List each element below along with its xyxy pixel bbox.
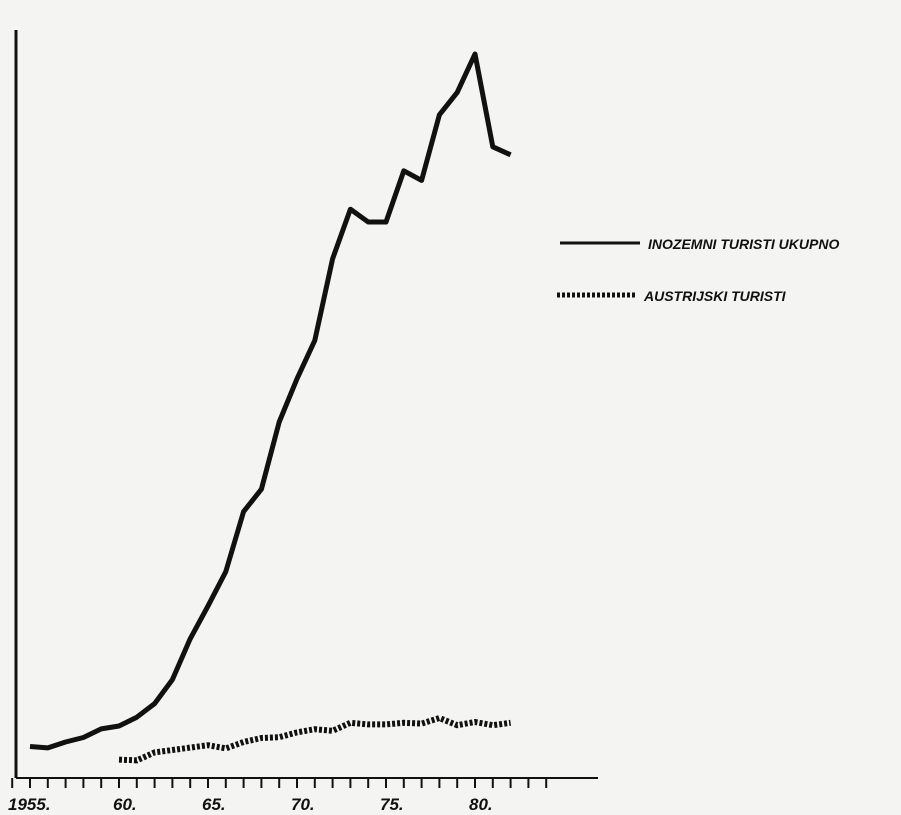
series-line-austrijski (118, 715, 512, 764)
x-tick-label: 1955. (8, 795, 51, 814)
series-layer (29, 51, 512, 764)
legend-entry-austrijski: AUSTRIJSKI TURISTI (557, 288, 787, 304)
x-tick-label: 60. (113, 795, 137, 814)
legend-label-austrijski: AUSTRIJSKI TURISTI (643, 288, 787, 304)
x-tick-label: 70. (291, 795, 315, 814)
x-tick-labels: 1955. 60. 65. 70. 75. 80. (8, 795, 493, 814)
legend: INOZEMNI TURISTI UKUPNO AUSTRIJSKI TURIS… (557, 236, 839, 304)
x-tick-label: 80. (469, 795, 493, 814)
series-line-inozemni (29, 51, 512, 751)
x-tick-label: 75. (380, 795, 404, 814)
x-tick-label: 65. (202, 795, 226, 814)
legend-entry-inozemni: INOZEMNI TURISTI UKUPNO (560, 236, 839, 252)
minor-ticks (11, 778, 548, 788)
legend-label-inozemni: INOZEMNI TURISTI UKUPNO (648, 236, 839, 252)
